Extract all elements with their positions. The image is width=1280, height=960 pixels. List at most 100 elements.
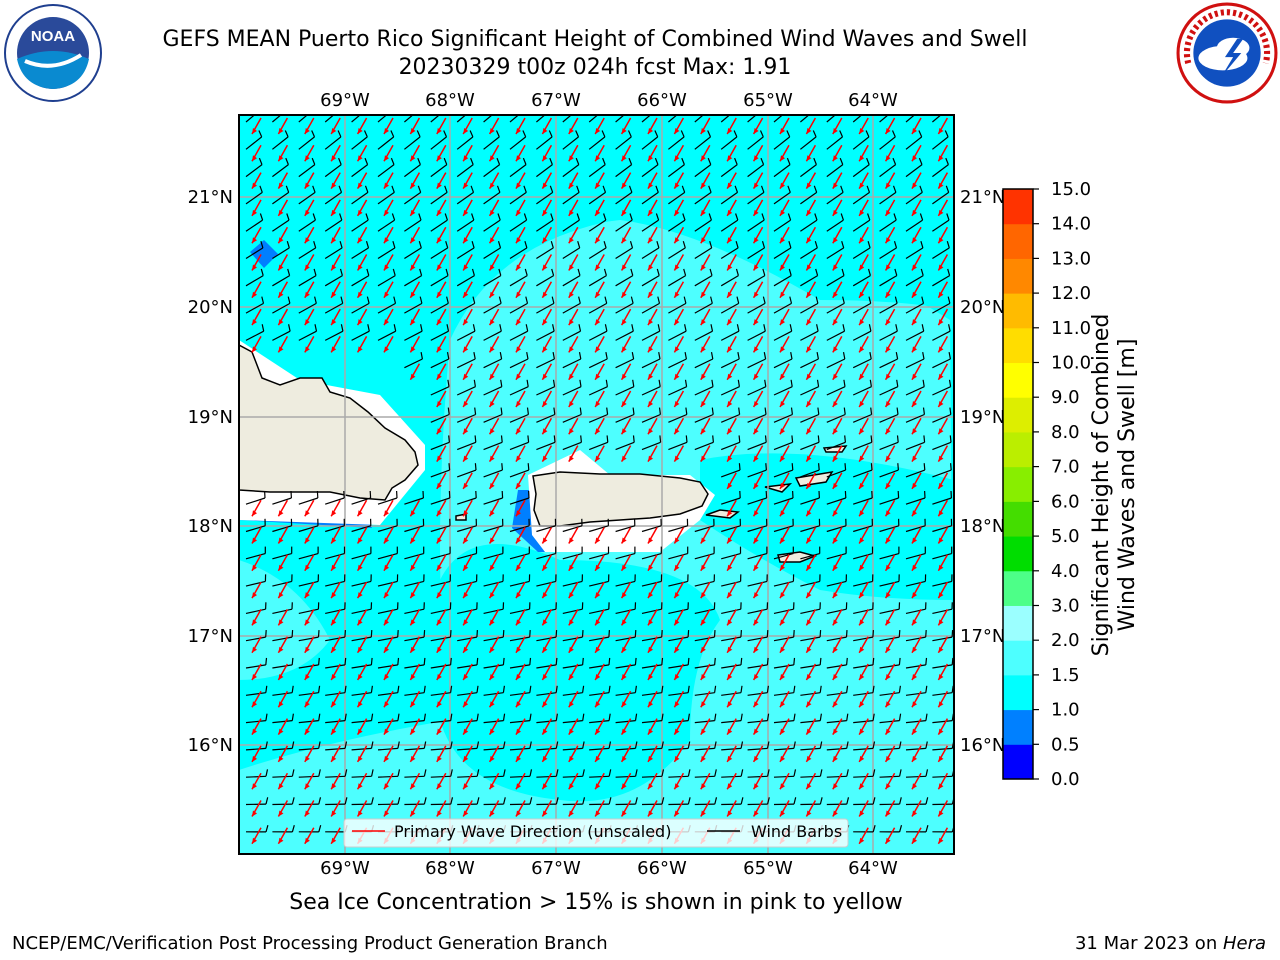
wind-barb: [298, 157, 316, 178]
wave-arrow: [515, 718, 526, 735]
wind-barb: [721, 546, 742, 560]
wind-barb: [879, 825, 903, 833]
wave-arrow: [752, 363, 764, 381]
wind-barb: [905, 574, 927, 587]
wind-barb: [562, 657, 584, 669]
wind-barb: [773, 657, 796, 669]
wave-arrow: [356, 663, 368, 681]
wind-barb: [773, 296, 793, 314]
wave-arrow: [937, 226, 949, 244]
wind-barb: [536, 157, 553, 178]
wave-arrow: [884, 690, 896, 708]
wave-arrow: [515, 690, 526, 708]
colorbar-tick-label: 0.0: [1051, 769, 1080, 790]
wave-arrow: [726, 772, 737, 790]
wave-arrow: [700, 527, 711, 544]
wave-arrow: [752, 745, 764, 763]
wave-arrow: [911, 499, 922, 517]
wind-barb: [853, 713, 875, 724]
wave-arrow: [515, 554, 526, 572]
wave-arrow: [594, 363, 605, 381]
wave-arrow: [752, 390, 764, 408]
wave-arrow: [911, 800, 922, 817]
wave-arrow: [647, 281, 658, 299]
wind-barb: [879, 213, 897, 232]
wind-barb: [509, 741, 532, 751]
wind-barb: [589, 518, 609, 533]
wave-arrow: [832, 254, 843, 271]
wind-barb: [694, 351, 714, 369]
wave-arrow: [647, 690, 658, 708]
wave-arrow: [752, 554, 764, 572]
wind-barb: [747, 769, 770, 778]
wind-barb: [509, 463, 530, 478]
wave-arrow: [436, 281, 447, 299]
wave-arrow: [462, 772, 473, 790]
run-date-text: 31 Mar 2023 on: [1074, 933, 1223, 954]
wind-barb: [694, 769, 717, 778]
longitude-label: 64°W: [848, 90, 898, 111]
wave-arrow: [884, 663, 896, 681]
wind-barb: [456, 213, 475, 232]
longitude-labels-top: 69°W 68°W 67°W 66°W 65°W 64°W: [320, 90, 898, 111]
wind-barb: [457, 602, 478, 614]
wave-arrow: [251, 527, 262, 544]
wave-arrow: [779, 554, 790, 572]
wind-barb: [694, 630, 716, 642]
wave-arrow: [700, 144, 711, 162]
wave-arrow: [304, 554, 315, 572]
wave-arrow: [383, 117, 394, 135]
wind-barb: [747, 713, 770, 724]
wind-barb: [245, 630, 267, 642]
wave-arrow: [568, 609, 579, 626]
wave-arrow: [304, 144, 315, 162]
wave-arrow: [858, 117, 869, 135]
wind-barb: [694, 435, 714, 451]
wind-barb: [905, 435, 926, 451]
wind-barb: [932, 407, 952, 423]
wave-arrow: [832, 527, 843, 544]
wave-arrow: [700, 690, 711, 708]
wind-barb: [905, 602, 927, 614]
wind-barb: [720, 130, 738, 150]
wave-arrow: [409, 527, 421, 544]
wave-arrow: [251, 199, 262, 217]
longitude-label: 67°W: [531, 90, 581, 111]
wave-arrow: [805, 527, 817, 544]
wind-barb: [562, 518, 583, 533]
wave-arrow: [541, 554, 553, 572]
wave-arrow: [515, 609, 526, 626]
wave-arrow: [911, 363, 922, 381]
wind-barb: [351, 213, 369, 232]
wave-arrow: [832, 690, 843, 708]
wind-barb: [430, 296, 449, 314]
wind-barb: [457, 685, 479, 696]
wave-arrow: [832, 172, 843, 189]
wind-barb: [615, 518, 636, 533]
wind-barb: [404, 351, 423, 369]
wave-arrow: [805, 445, 817, 462]
wind-barb: [298, 602, 320, 614]
wave-arrow: [383, 745, 394, 763]
wave-arrow: [277, 281, 289, 299]
colorbar-segment: [1003, 674, 1033, 711]
wave-arrow: [462, 199, 473, 217]
wave-arrow: [436, 527, 447, 544]
wind-barb: [430, 574, 451, 587]
wave-arrow: [462, 172, 473, 189]
wave-arrow: [594, 690, 605, 708]
wind-barb: [509, 324, 529, 341]
wave-arrow: [779, 117, 790, 135]
wind-barb: [826, 241, 845, 260]
wind-barb: [615, 130, 632, 150]
wave-arrow: [515, 417, 526, 435]
wind-barb: [588, 379, 608, 396]
wave-arrow: [488, 554, 500, 572]
wave-arrow: [858, 800, 869, 817]
wave-arrow: [277, 144, 289, 162]
wave-arrow: [436, 581, 447, 599]
wind-barb: [536, 241, 554, 260]
wind-barb: [483, 602, 505, 614]
colorbar-tick-label: 7.0: [1051, 457, 1080, 478]
wave-arrow: [779, 199, 790, 217]
